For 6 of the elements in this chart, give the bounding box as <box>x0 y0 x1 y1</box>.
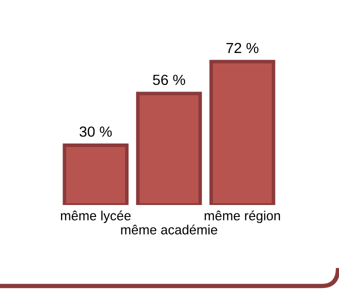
x-tick-label: même académie <box>121 224 218 234</box>
x-tick-label: même région <box>204 210 280 224</box>
x-tick-label: même lycée <box>60 210 131 224</box>
data-label: 56 % <box>152 74 186 86</box>
data-label: 72 % <box>226 42 258 54</box>
data-label: 30 % <box>80 126 112 137</box>
